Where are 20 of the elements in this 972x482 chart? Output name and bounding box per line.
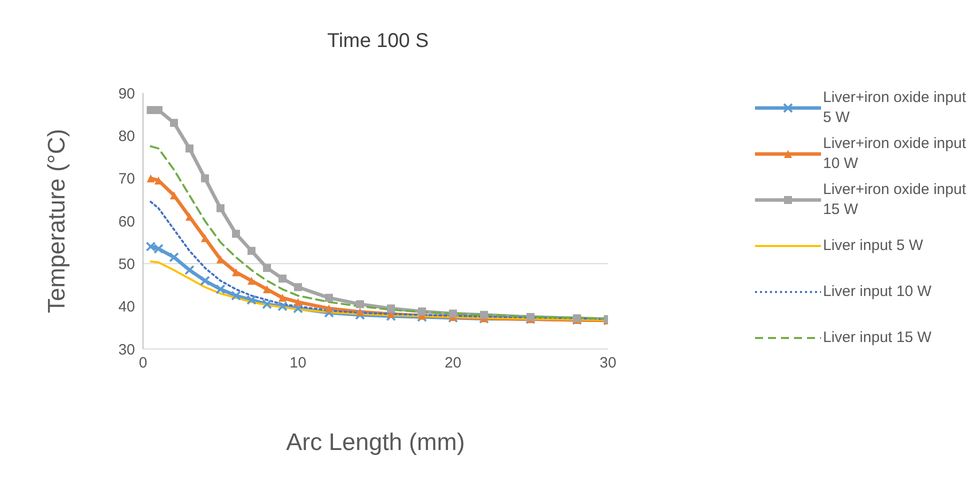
x-tick-label: 30: [600, 354, 616, 372]
legend-label: Liver+iron oxide input 10 W: [823, 134, 968, 174]
legend-label: Liver input 10 W: [823, 282, 932, 302]
y-tick-label: 50: [118, 256, 135, 273]
x-axis-title: Arc Length (mm): [286, 429, 465, 456]
legend-label: Liver+iron oxide input 15 W: [823, 180, 968, 220]
y-tick-label: 80: [118, 128, 135, 145]
x-tick-label: 20: [444, 354, 462, 372]
legend-label: Liver+iron oxide input 5 W: [823, 88, 968, 128]
y-tick-label: 90: [118, 85, 135, 102]
chart-title: Time 100 S: [326, 30, 430, 53]
legend-label: Liver input 5 W: [823, 236, 924, 256]
y-tick-label: 40: [118, 298, 135, 316]
y-tick-label: 30: [118, 341, 135, 358]
y-tick-label: 70: [118, 170, 135, 188]
legend-label: Liver input 15 W: [823, 328, 932, 348]
y-tick-label: 60: [118, 213, 135, 230]
y-axis-title: Temperature (°C): [44, 128, 71, 314]
x-tick-label: 0: [138, 354, 148, 372]
x-tick-label: 10: [290, 354, 306, 372]
